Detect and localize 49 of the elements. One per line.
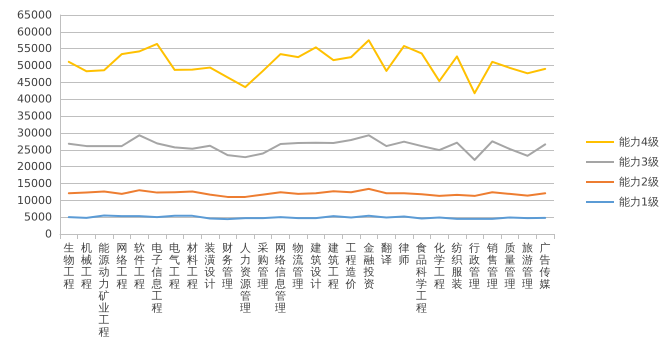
y-tick-label: 0: [45, 228, 52, 240]
x-tick-label: 采购管理: [257, 242, 268, 290]
x-tick-label: 物流管理: [292, 242, 304, 290]
legend-label: 能力2级: [619, 176, 659, 188]
y-tick-label: 5000: [24, 210, 52, 224]
y-tick-label: 50000: [17, 59, 52, 72]
x-tick-label: 化学工程: [434, 242, 445, 290]
y-tick-label: 15000: [17, 176, 52, 190]
legend-label: 能力3级: [619, 156, 659, 168]
x-tick-label: 电气工程: [169, 242, 180, 290]
y-tick-label: 30000: [17, 126, 52, 140]
line-series: [68, 39, 546, 94]
x-tick-label: 网络工程: [116, 242, 128, 290]
legend-label: 能力1级: [619, 196, 659, 208]
x-tick-label: 材料工程: [186, 242, 198, 290]
x-tick-label: 装潢设计: [204, 242, 216, 290]
line-series: [68, 134, 546, 161]
x-tick-label: 广告传媒: [540, 242, 551, 290]
x-tick-label: 行政管理: [469, 242, 480, 290]
x-tick-label: 生物工程: [63, 242, 74, 290]
x-tick-label: 工程造价: [344, 242, 357, 290]
y-tick-label: 35000: [17, 110, 52, 123]
x-tick-label: 电子信息工程: [150, 242, 163, 314]
x-tick-label: 律师: [398, 242, 410, 266]
y-tick-label: 25000: [17, 143, 52, 156]
line-series: [68, 188, 546, 198]
x-tick-label: 网络信息管理: [274, 242, 286, 314]
y-tick-label: 60000: [17, 25, 52, 38]
x-tick-label: 建筑设计: [309, 242, 322, 290]
y-tick-label: 10000: [17, 194, 52, 207]
x-tick-label: 机械工程: [80, 242, 92, 290]
x-tick-label: 旅游管理: [522, 242, 534, 290]
x-tick-label: 翻译: [380, 242, 392, 266]
x-tick-label: 人力资源管理: [240, 242, 251, 314]
y-tick-label: 45000: [17, 76, 52, 89]
x-tick-label: 食品科学工程: [416, 242, 428, 314]
y-tick-label: 20000: [17, 160, 52, 174]
x-tick-label: 财务管理: [222, 242, 234, 290]
x-tick-label: 纺织服装: [451, 242, 462, 290]
y-tick-label: 40000: [17, 92, 52, 106]
x-tick-label: 能源动力矿业工程: [98, 242, 110, 338]
y-tick-label: 55000: [17, 42, 52, 56]
x-tick-label: 质量管理: [504, 242, 516, 290]
x-tick-label: 软件工程: [134, 242, 145, 290]
x-tick-label: 销售管理: [486, 242, 498, 290]
x-tick-label: 金融投资: [362, 242, 374, 290]
x-tick-label: 建筑工程: [326, 242, 339, 290]
y-tick-label: 65000: [17, 8, 52, 22]
legend-label: 能力4级: [619, 136, 659, 148]
